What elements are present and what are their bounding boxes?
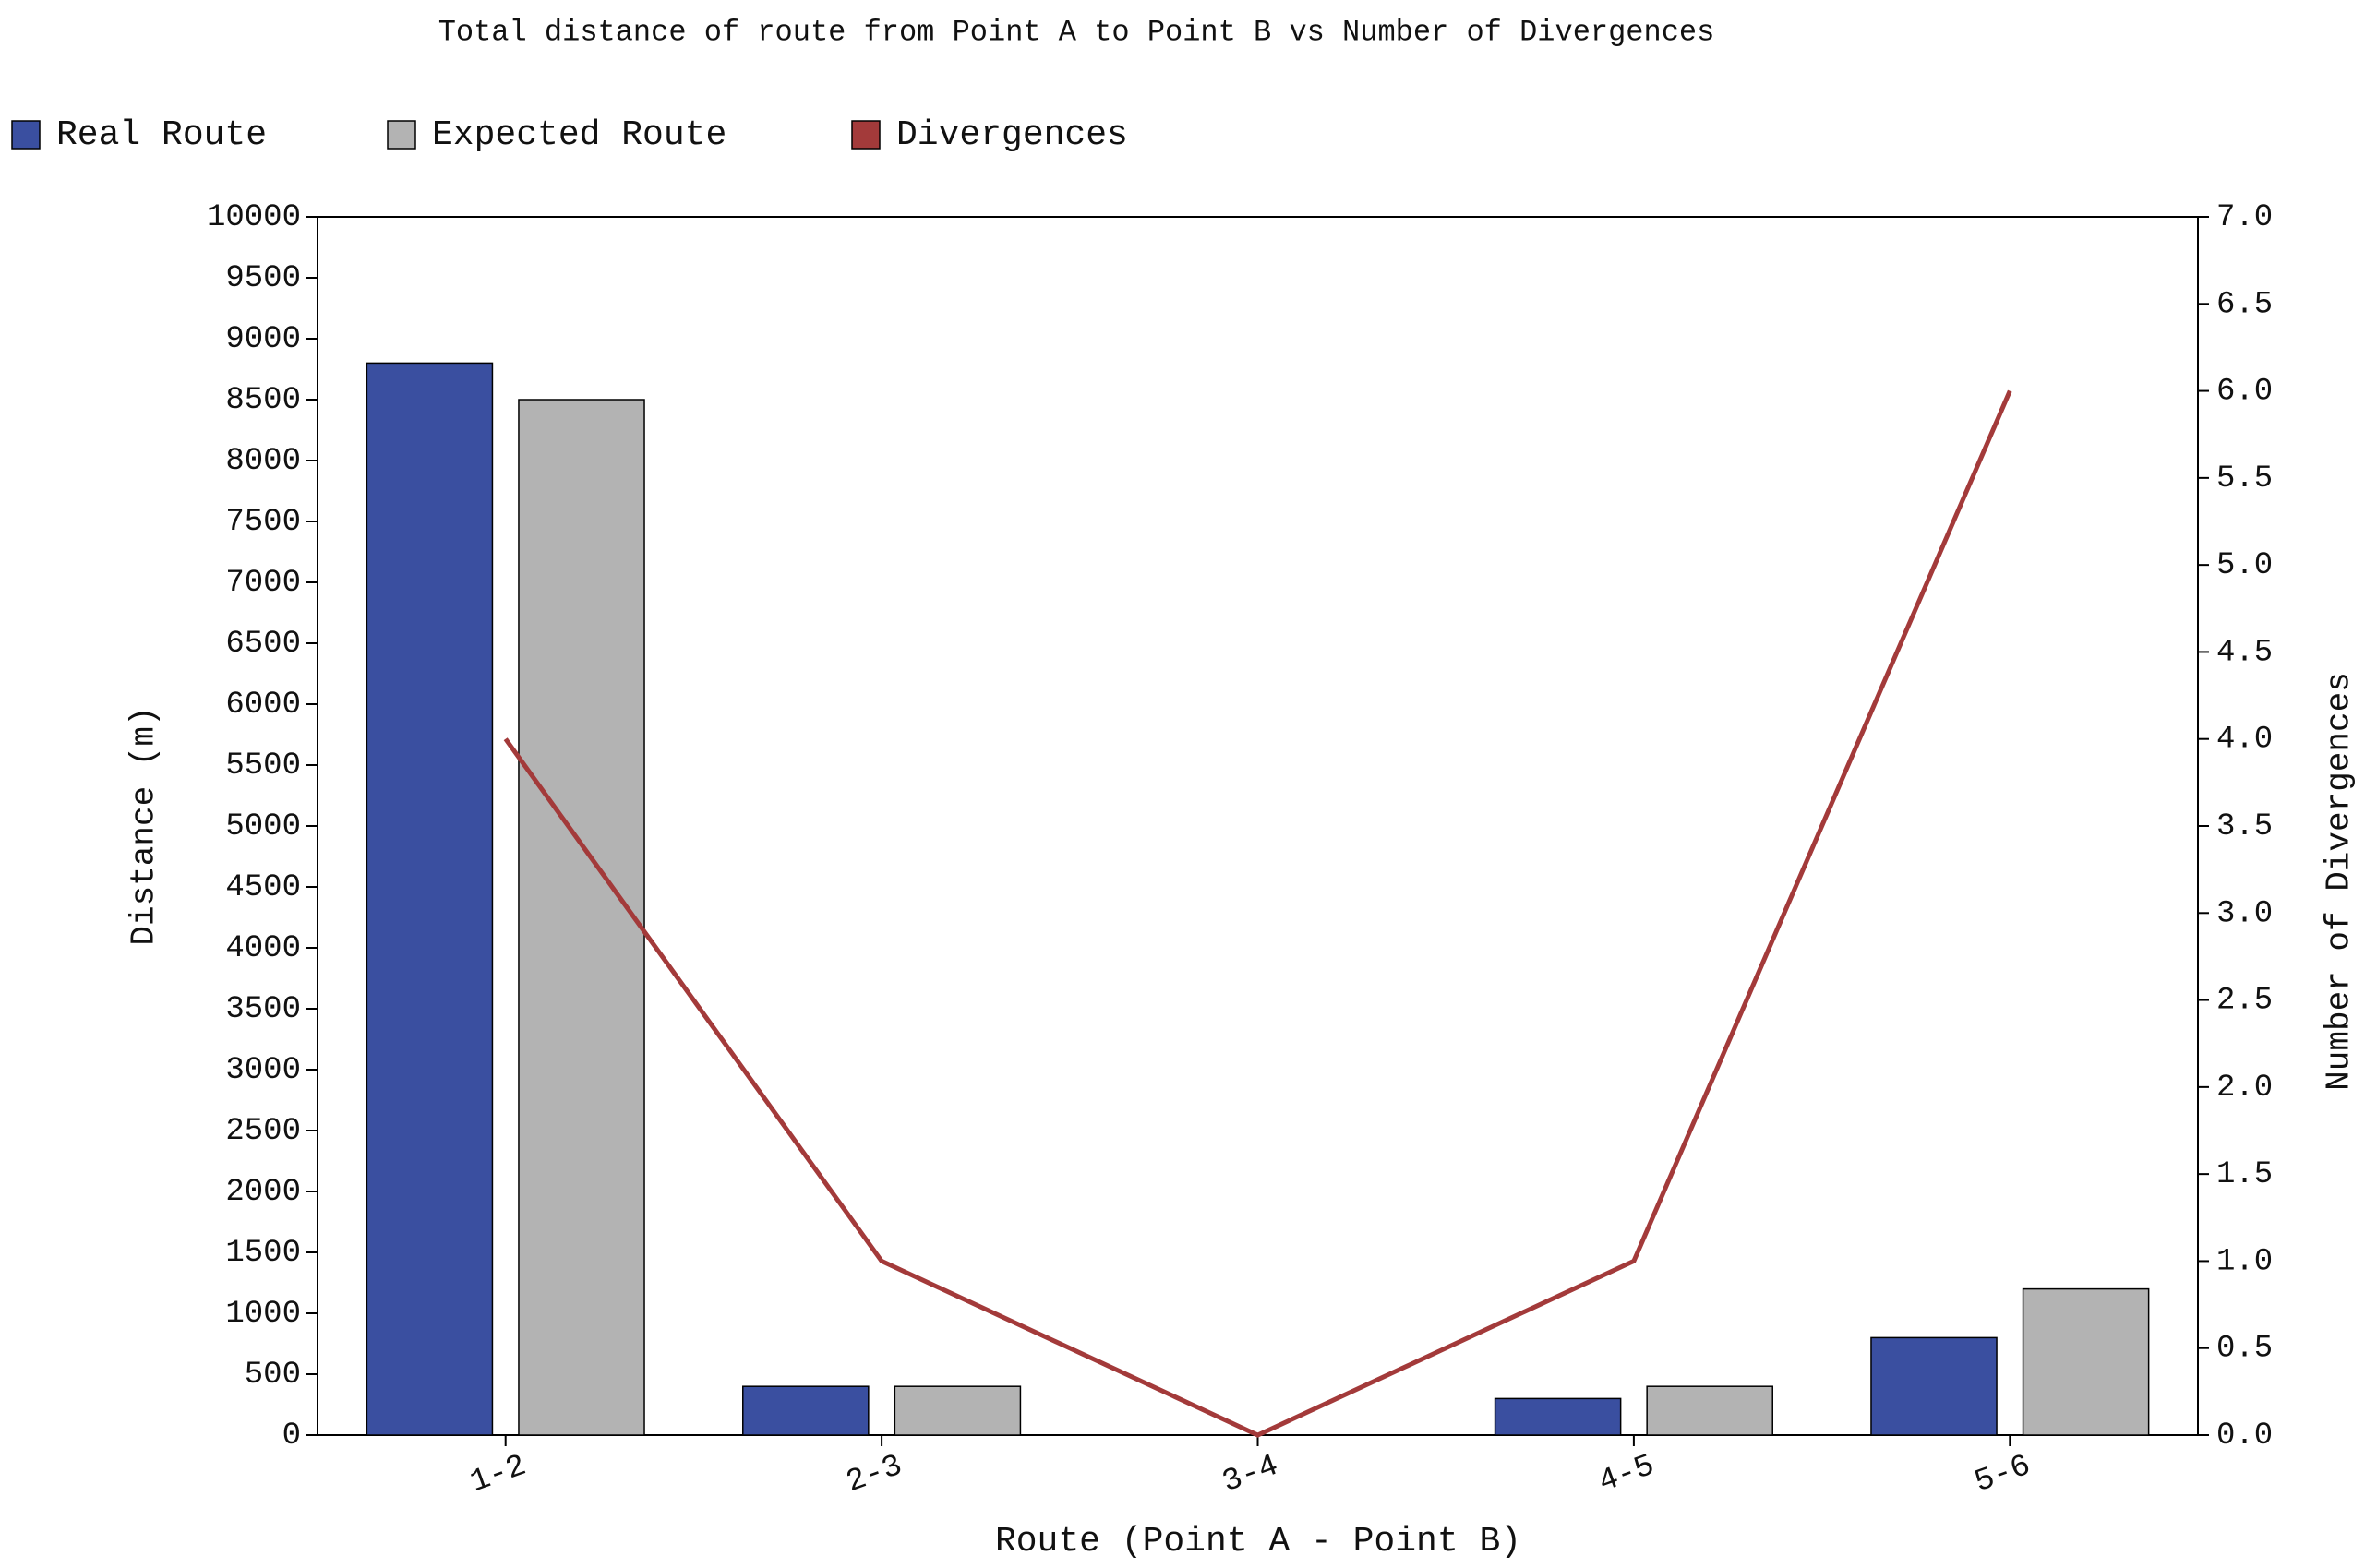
y-tick-label: 2500 [225, 1114, 301, 1149]
y-tick-label: 3000 [225, 1053, 301, 1088]
y-tick-label: 5500 [225, 748, 301, 784]
y-tick-label: 1500 [225, 1236, 301, 1271]
bar [894, 1385, 1022, 1436]
y-tick-label: 8500 [225, 383, 301, 418]
y-tick-label: 0 [282, 1418, 301, 1454]
y-tick-label: 7000 [225, 566, 301, 601]
y-tick-label: 6000 [225, 688, 301, 723]
y2-tick-label: 4.5 [2216, 635, 2273, 670]
bar [1494, 1397, 1622, 1436]
line [503, 389, 2012, 1438]
y2-tick-label: 1.0 [2216, 1244, 2273, 1279]
y-tick-label: 500 [245, 1358, 301, 1393]
y-tick-label: 7500 [225, 505, 301, 540]
y2-tick-label: 3.0 [2216, 896, 2273, 931]
y2-tick-label: 1.5 [2216, 1157, 2273, 1192]
bar [742, 1385, 870, 1436]
y2-tick-label: 2.0 [2216, 1071, 2273, 1106]
y2-axis-label: Number of Divergences [2321, 672, 2359, 1091]
legend-swatch [11, 120, 41, 150]
y-tick-label: 8000 [225, 444, 301, 479]
y-tick-label: 6500 [225, 627, 301, 662]
y-axis-label: Distance (m) [126, 706, 163, 945]
bar [518, 399, 645, 1436]
legend-swatch [851, 120, 881, 150]
y2-tick-label: 3.5 [2216, 809, 2273, 844]
legend-label: Real Route [56, 115, 267, 155]
y2-tick-label: 0.0 [2216, 1418, 2273, 1454]
y-tick-label: 4500 [225, 870, 301, 905]
y2-tick-label: 4.0 [2216, 723, 2273, 758]
legend-swatch [387, 120, 416, 150]
x-axis-label: Route (Point A - Point B) [995, 1522, 1521, 1562]
y-tick-label: 3500 [225, 992, 301, 1027]
legend-label: Divergences [896, 115, 1128, 155]
y2-tick-label: 5.0 [2216, 548, 2273, 583]
y2-tick-label: 5.5 [2216, 461, 2273, 497]
y-tick-label: 2000 [225, 1175, 301, 1210]
y-tick-label: 9000 [225, 322, 301, 357]
bar [2022, 1287, 2150, 1436]
bar [1870, 1336, 1998, 1436]
y-tick-label: 10000 [207, 200, 301, 235]
chart-title: Total distance of route from Point A to … [438, 15, 1715, 49]
y2-tick-label: 0.5 [2216, 1332, 2273, 1367]
y2-tick-label: 7.0 [2216, 200, 2273, 235]
y-tick-label: 4000 [225, 931, 301, 966]
bar [1646, 1385, 1773, 1436]
y-tick-label: 9500 [225, 261, 301, 296]
bar [366, 362, 494, 1436]
y2-tick-label: 2.5 [2216, 984, 2273, 1019]
y2-tick-label: 6.0 [2216, 375, 2273, 410]
y-tick-label: 1000 [225, 1297, 301, 1332]
y2-tick-label: 6.5 [2216, 287, 2273, 322]
legend-label: Expected Route [432, 115, 726, 155]
y-tick-label: 5000 [225, 809, 301, 844]
